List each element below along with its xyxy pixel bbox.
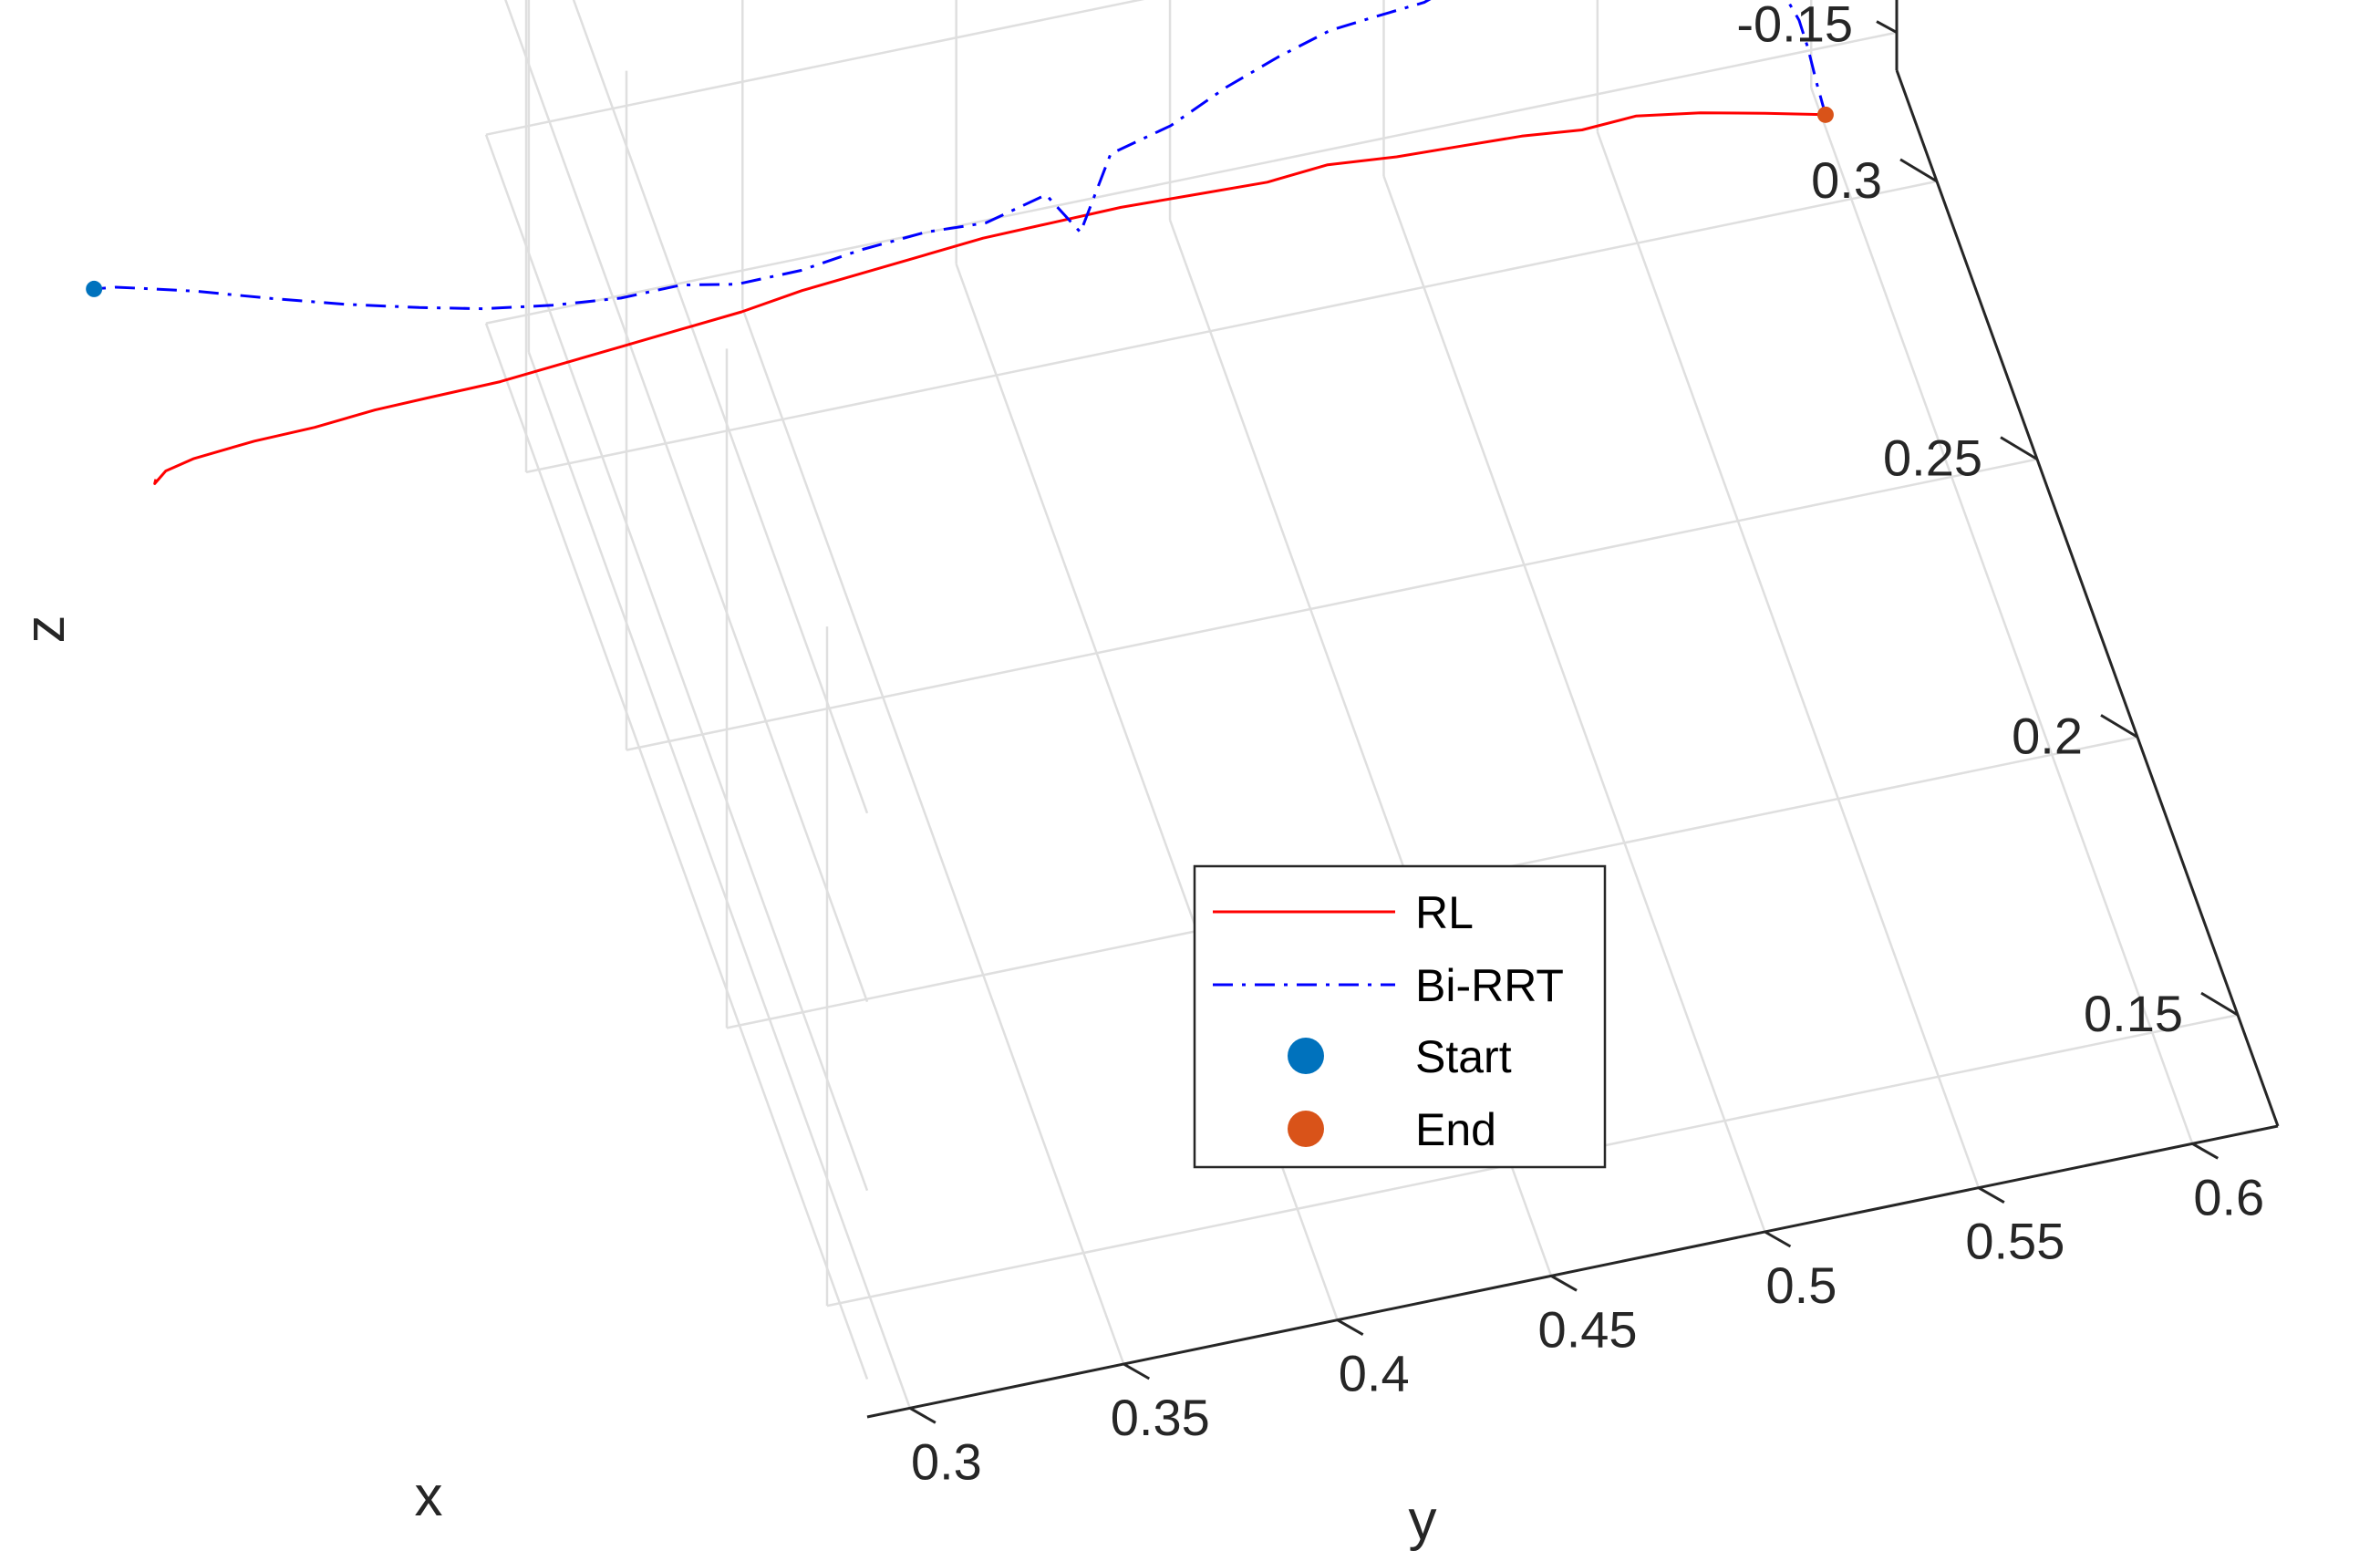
x-tick-label-1: 0.25 (1883, 429, 1982, 487)
z-tick-3 (1876, 20, 1898, 34)
x-tick-1 (2000, 436, 2038, 460)
legend-marker-end (1288, 1111, 1324, 1147)
marker-start (86, 280, 103, 297)
z-axis-label: z (14, 615, 77, 644)
grid-wall-zy-2 (485, 0, 1145, 136)
grid-floor-y-0 (1810, 87, 2194, 1144)
series-layer (86, 0, 1834, 485)
x-axis-line (1895, 69, 2280, 1127)
y-tick-label-4: 0.4 (1339, 1345, 1410, 1402)
x-tick-2 (2100, 714, 2138, 739)
x-tick-label-0: 0.3 (1811, 151, 1882, 209)
legend-box (1193, 864, 1607, 1169)
legend-label-start: Start (1415, 1031, 1512, 1082)
series-line-rl (153, 111, 1826, 485)
grid-wall-zx-3 (484, 323, 869, 1380)
x-tick-label-3: 0.15 (2084, 985, 2183, 1042)
y-axis-line (866, 1124, 2279, 1419)
y-tick-0 (2191, 1142, 2219, 1160)
y-tick-label-2: 0.5 (1766, 1256, 1837, 1314)
y-tick-label-3: 0.45 (1538, 1300, 1638, 1358)
axis-layer (866, 0, 2280, 1424)
grid-wall-zy-3 (485, 31, 1898, 325)
x-tick-3 (2200, 991, 2239, 1017)
y-tick-2 (1764, 1230, 1792, 1248)
grid-floor-y-2 (1382, 175, 1766, 1233)
y-tick-6 (909, 1407, 936, 1424)
legend-label-birrt: Bi-RRT (1415, 960, 1564, 1011)
legend: RL Bi-RRT Start End (1193, 864, 1607, 1169)
series-line-bi-rrt (94, 0, 1827, 311)
y-tick-label-5: 0.35 (1111, 1389, 1210, 1446)
grid-floor-x-0 (525, 180, 1938, 474)
y-axis-label: y (1409, 1489, 1437, 1552)
y-tick-1 (1978, 1186, 2005, 1204)
grid-layer (484, 0, 2239, 1409)
grid-floor-y-5 (741, 307, 1125, 1365)
z-tick-label-3: -0.15 (1736, 0, 1853, 53)
x-tick-label-2: 0.2 (2012, 707, 2083, 764)
grid-floor-y-1 (1596, 131, 1981, 1189)
y-tick-label-1: 0.55 (1965, 1213, 2064, 1270)
y-tick-4 (1336, 1318, 1364, 1336)
x-tick-0 (1899, 158, 1938, 183)
label-layer: x y z 0.6 0.55 0.5 0.45 0.4 0.35 0.3 0.3 0.25 0.2… (14, 0, 2264, 1552)
marker-end (1816, 106, 1834, 123)
legend-marker-start (1288, 1038, 1324, 1074)
y-tick-label-6: 0.3 (911, 1432, 982, 1490)
y-tick-5 (1123, 1362, 1151, 1380)
legend-label-end: End (1415, 1104, 1496, 1155)
y-tick-label-0: 0.6 (2193, 1168, 2264, 1225)
grid-wall-zx-2 (484, 134, 869, 1192)
grid-floor-x-1 (626, 458, 2038, 751)
y-tick-3 (1550, 1275, 1578, 1292)
legend-label-rl: RL (1415, 887, 1474, 938)
grid-floor-y-6 (527, 351, 912, 1409)
x-axis-label: x (415, 1465, 443, 1528)
